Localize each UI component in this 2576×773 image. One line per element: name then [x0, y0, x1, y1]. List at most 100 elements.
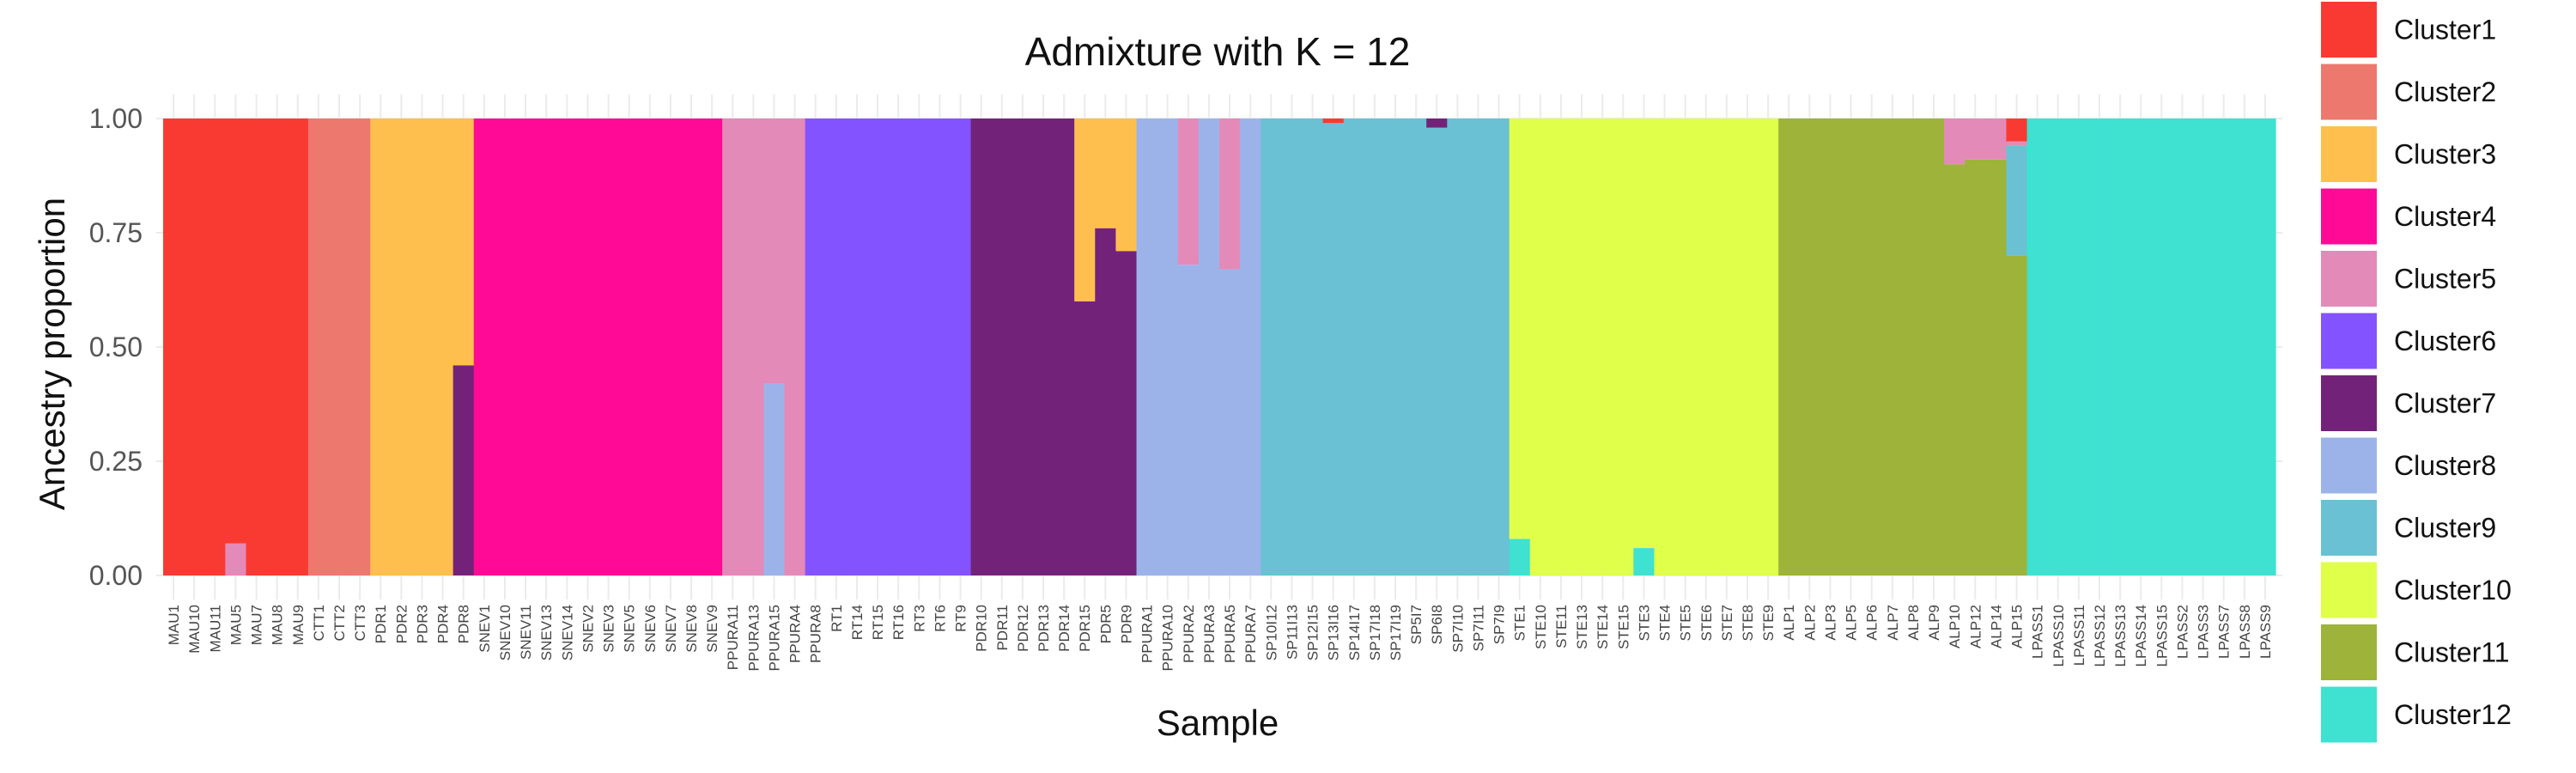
- x-tick-label: SNEV7: [663, 605, 679, 653]
- x-tick-label: LPASS13: [2112, 605, 2129, 666]
- x-tick-label: PDR11: [994, 605, 1011, 651]
- x-tick-label: SNEV14: [559, 605, 575, 660]
- bar-segment-LPASS3-Cluster12: [2192, 119, 2215, 575]
- x-tick-label: PPURA3: [1201, 605, 1218, 663]
- bar-segment-ALP15-Cluster1: [2006, 119, 2028, 142]
- legend-swatch-Cluster12: [2321, 686, 2377, 743]
- bar-segment-ALP2-Cluster11: [1799, 119, 1821, 575]
- x-tick-label: SNEV8: [683, 605, 700, 653]
- bar-segment-PDR8-Cluster3: [453, 119, 475, 366]
- legend-label-Cluster1: Cluster1: [2394, 15, 2496, 46]
- bar-segment-SNEV14-Cluster4: [556, 119, 578, 575]
- bar-segment-STE1-Cluster12: [1509, 539, 1531, 575]
- bar-segment-ALP15-Cluster9: [2006, 145, 2028, 256]
- x-tick-label: PPURA2: [1181, 605, 1197, 663]
- legend-label-Cluster7: Cluster7: [2394, 388, 2496, 419]
- x-tick-label: SP7I10: [1449, 605, 1466, 653]
- bar-segment-PDR5-Cluster7: [1095, 228, 1117, 575]
- bar-segment-ALP14-Cluster11: [1985, 159, 2008, 575]
- x-tick-label: PDR15: [1077, 605, 1093, 652]
- x-tick-label: SNEV5: [622, 605, 638, 653]
- bar-segment-PPURA2-Cluster8: [1177, 265, 1200, 575]
- x-tick-label: MAU10: [186, 605, 203, 654]
- x-tick-label: SP7I11: [1470, 605, 1486, 652]
- legend-label-Cluster4: Cluster4: [2394, 201, 2496, 232]
- bar-segment-STE3-Cluster12: [1633, 548, 1656, 575]
- bar-segment-LPASS1-Cluster12: [2026, 119, 2049, 575]
- x-tick-label: CTT3: [352, 605, 368, 642]
- x-tick-label: PPURA13: [745, 605, 762, 671]
- x-tick-label: SP14I17: [1346, 605, 1363, 660]
- bar-segment-PPURA3-Cluster8: [1198, 119, 1220, 575]
- x-tick-label: RT9: [953, 605, 969, 632]
- x-tick-label: ALP12: [1967, 605, 1984, 648]
- bar-segment-ALP3-Cluster11: [1820, 119, 1842, 575]
- bar-segment-SP17I18-Cluster9: [1364, 119, 1386, 575]
- x-tick-label: RT1: [829, 605, 845, 632]
- x-tick-label: ALP5: [1844, 605, 1860, 641]
- x-tick-label: ALP2: [1801, 605, 1818, 641]
- bar-segment-PPURA2-Cluster5: [1177, 119, 1200, 265]
- legend-label-Cluster5: Cluster5: [2394, 264, 2496, 295]
- y-axis-title: Ancestry proportion: [32, 198, 72, 510]
- x-tick-label: ALP14: [1988, 605, 2004, 648]
- bar-segment-CTT2-Cluster2: [328, 119, 350, 575]
- bar-segment-ALP1-Cluster11: [1778, 119, 1800, 575]
- bar-segment-PPURA5-Cluster8: [1219, 269, 1241, 575]
- x-tick-label: SP17I19: [1388, 605, 1404, 660]
- x-tick-label: LPASS9: [2257, 605, 2274, 659]
- x-tick-label: STE13: [1574, 605, 1590, 649]
- x-tick-label: MAU8: [270, 605, 286, 645]
- x-tick-label: LPASS10: [2050, 605, 2067, 666]
- bar-segment-SNEV1-Cluster4: [473, 119, 495, 575]
- x-tick-label: LPASS12: [2092, 605, 2108, 666]
- bar-segment-ALP8-Cluster11: [1902, 119, 1924, 575]
- x-tick-label: STE10: [1533, 605, 1549, 649]
- x-tick-label: PPURA15: [766, 605, 782, 671]
- legend-swatch-Cluster6: [2321, 313, 2377, 369]
- bar-segment-ALP9-Cluster11: [1923, 119, 1945, 575]
- x-tick-label: LPASS1: [2030, 605, 2046, 659]
- x-tick-label: ALP1: [1781, 605, 1797, 641]
- x-tick-label: STE14: [1595, 605, 1611, 649]
- bar-segment-STE7-Cluster10: [1716, 119, 1738, 575]
- x-tick-label: MAU11: [207, 605, 223, 652]
- bar-segment-CTT1-Cluster2: [307, 119, 330, 575]
- x-tick-label: LPASS3: [2196, 605, 2212, 659]
- legend-swatch-Cluster1: [2321, 2, 2377, 58]
- bar-segment-RT14-Cluster6: [846, 119, 868, 575]
- bar-segment-PDR9-Cluster3: [1115, 119, 1138, 252]
- x-tick-labels: MAU1 MAU10 MAU11 MAU5 MAU7 MAU8 MAU9 CTT1 CTT2 CT…: [166, 605, 2274, 671]
- x-tick-label: SP12I15: [1305, 605, 1321, 660]
- bar-segment-SNEV9-Cluster4: [702, 119, 723, 575]
- bar-segment-SP7I11-Cluster9: [1467, 119, 1490, 575]
- bar-segment-RT1-Cluster6: [825, 119, 848, 575]
- legend-swatch-Cluster11: [2321, 624, 2377, 680]
- bar-segment-MAU7-Cluster1: [246, 119, 268, 575]
- x-tick-label: PDR13: [1036, 605, 1052, 652]
- y-tick-label: 0.00: [89, 560, 143, 591]
- bar-segment-STE13-Cluster10: [1571, 119, 1593, 575]
- x-tick-label: CTT1: [311, 605, 327, 642]
- bar-segment-STE9-Cluster10: [1758, 119, 1779, 575]
- bar-segment-SNEV11-Cluster4: [515, 119, 537, 575]
- y-tick-labels: 0.00 0.25 0.50 0.75 1.00: [89, 103, 143, 591]
- bar-segment-MAU5-Cluster5: [225, 543, 247, 575]
- x-tick-label: SNEV11: [518, 605, 534, 660]
- bar-segment-LPASS12-Cluster12: [2088, 119, 2111, 575]
- bar-segment-SP10I12-Cluster9: [1261, 119, 1282, 575]
- legend-swatch-Cluster3: [2321, 126, 2377, 182]
- bar-segment-SP6I8-Cluster9: [1426, 127, 1448, 575]
- legend-label-Cluster11: Cluster11: [2394, 637, 2510, 668]
- x-tick-label: PPURA11: [725, 605, 741, 670]
- x-tick-label: PDR5: [1097, 605, 1114, 643]
- y-tick-label: 0.25: [89, 446, 143, 477]
- bar-segment-PPURA5-Cluster5: [1219, 119, 1241, 270]
- x-tick-label: PPURA4: [787, 605, 804, 663]
- x-tick-label: PDR9: [1118, 605, 1134, 643]
- bar-segment-PDR15-Cluster7: [1074, 301, 1096, 575]
- bar-segment-RT9-Cluster6: [950, 119, 972, 575]
- x-tick-label: PPURA8: [808, 605, 824, 663]
- bar-segment-LPASS2-Cluster12: [2172, 119, 2194, 575]
